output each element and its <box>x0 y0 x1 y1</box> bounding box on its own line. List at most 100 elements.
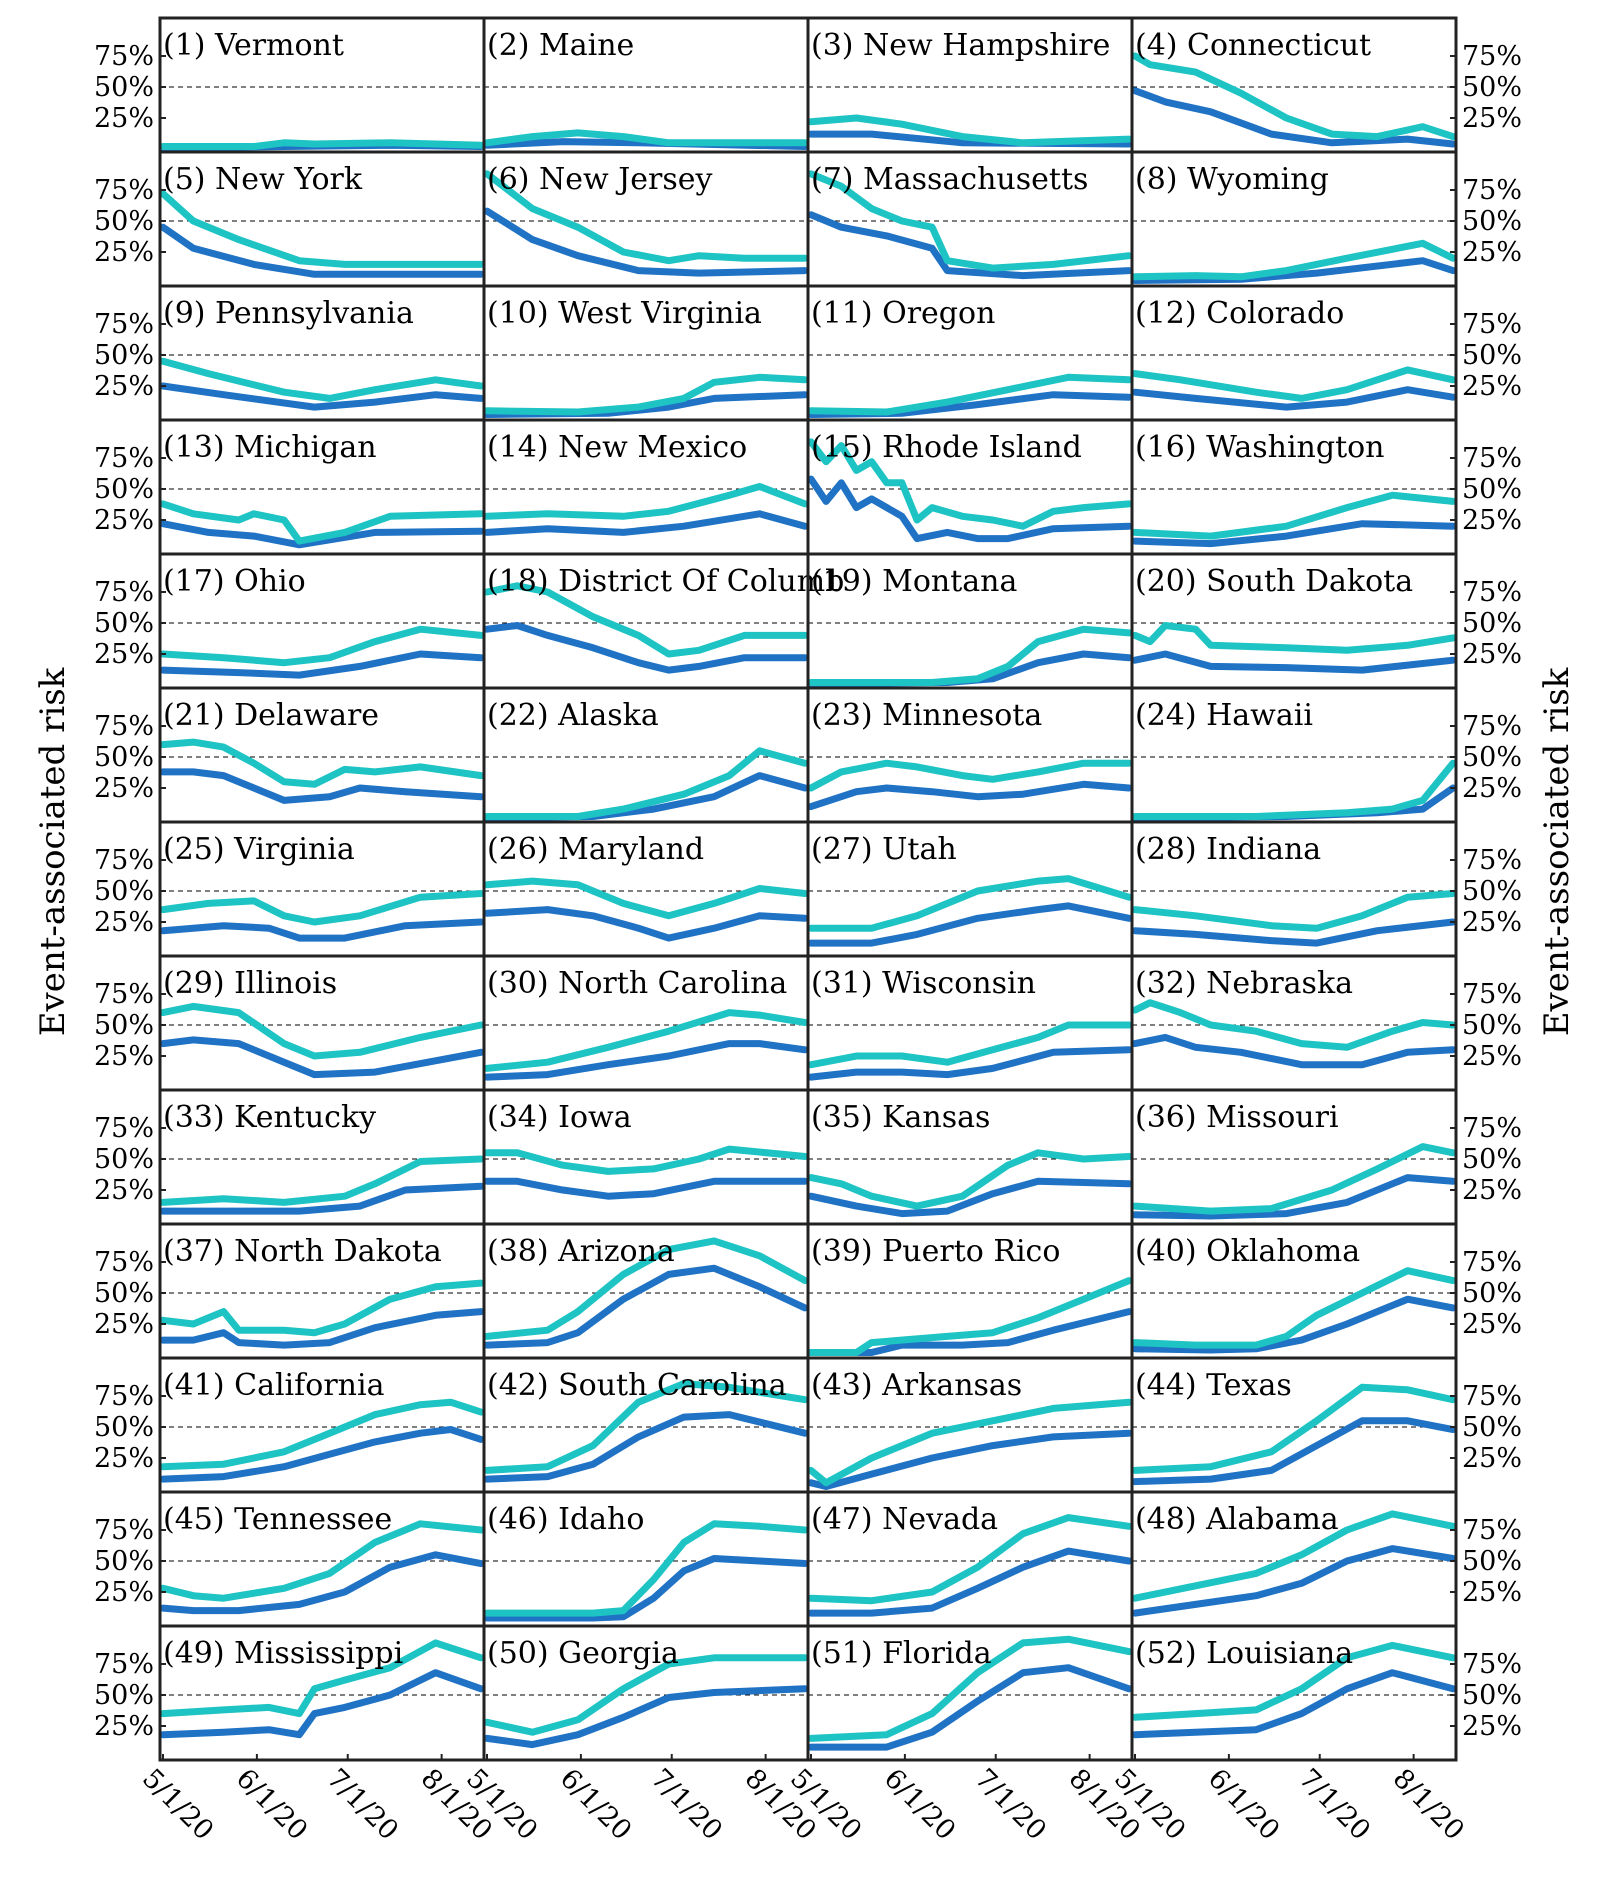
panel-title: (8) Wyoming <box>1135 162 1329 197</box>
panel-title: (10) West Virginia <box>487 296 762 331</box>
panel: (47) Nevada <box>806 1490 1134 1628</box>
series-line-lower <box>807 1429 1133 1490</box>
panel-title: (9) Pennsylvania <box>163 296 414 331</box>
panel-title: (12) Colorado <box>1135 296 1344 331</box>
panel: (39) Puerto Rico <box>806 1222 1134 1360</box>
y-tick-label: 25% <box>94 1041 154 1072</box>
panel: (8) Wyoming 75%50%25% <box>1130 150 1522 288</box>
y-tick-label: 25% <box>1462 1175 1522 1206</box>
panel: (29) Illinois 75%50%25% <box>94 954 486 1092</box>
panel-title: (14) New Mexico <box>487 430 747 465</box>
panel: (33) Kentucky 75%50%25% <box>94 1088 486 1226</box>
series-line-upper <box>807 373 1133 416</box>
series-line-lower <box>159 918 485 942</box>
y-tick-label: 50% <box>94 1546 154 1577</box>
panel-title: (15) Rhode Island <box>811 430 1082 465</box>
y-tick-label: 75% <box>1462 175 1522 206</box>
panel-title: (45) Tennessee <box>163 1502 392 1537</box>
y-tick-label: 50% <box>94 206 154 237</box>
panel: (2) Maine <box>482 16 810 154</box>
y-tick-label: 50% <box>1462 742 1522 773</box>
series-line-upper <box>483 747 809 820</box>
y-tick-label: 25% <box>94 1711 154 1742</box>
x-tick-label: 7/1/20 <box>321 1763 404 1846</box>
panel: (35) Kansas <box>806 1088 1134 1226</box>
panel-title: (16) Washington <box>1135 430 1385 465</box>
panel: (48) Alabama 75%50%25% <box>1130 1490 1522 1628</box>
y-tick-label: 75% <box>94 309 154 340</box>
panel-title: (23) Minnesota <box>811 698 1042 733</box>
series-line-lower <box>1131 1669 1457 1739</box>
panel: (19) Montana <box>806 552 1134 690</box>
panel: (50) Georgia <box>482 1624 810 1762</box>
series-line-lower <box>1131 386 1457 411</box>
y-tick-label: 50% <box>94 72 154 103</box>
y-tick-label: 75% <box>1462 309 1522 340</box>
series-line-upper <box>483 483 809 520</box>
x-tick-label: 7/1/20 <box>645 1763 728 1846</box>
series-line-upper <box>159 1639 485 1718</box>
panel: (3) New Hampshire <box>806 16 1134 154</box>
series-line-lower <box>483 772 809 822</box>
panel: (9) Pennsylvania 75%50%25% <box>94 284 486 422</box>
series-line-upper <box>807 170 1133 272</box>
series-line-upper <box>483 129 809 147</box>
panel-title: (33) Kentucky <box>163 1100 376 1135</box>
y-axis-label-left: Event-associated risk <box>33 667 73 1036</box>
panel: (27) Utah <box>806 820 1134 958</box>
panel-title: (31) Wisconsin <box>811 966 1036 1001</box>
series-line-lower <box>1131 1295 1457 1354</box>
series-line-upper <box>807 438 1133 530</box>
series-line-lower <box>159 1036 485 1079</box>
y-tick-label: 25% <box>94 1443 154 1474</box>
series-line-upper <box>807 1635 1133 1742</box>
series-line-lower <box>483 622 809 674</box>
y-tick-label: 50% <box>94 608 154 639</box>
panel: (34) Iowa <box>482 1088 810 1226</box>
y-tick-label: 50% <box>94 1278 154 1309</box>
panel-title: (26) Maryland <box>487 832 704 867</box>
y-tick-label: 50% <box>1462 876 1522 907</box>
panel: (44) Texas 75%50%25% <box>1130 1356 1522 1494</box>
series-line-upper <box>483 1520 809 1617</box>
y-tick-label: 50% <box>1462 1278 1522 1309</box>
panel-title: (20) South Dakota <box>1135 564 1413 599</box>
panel: (42) South Carolina <box>482 1356 810 1494</box>
panel-title: (42) South Carolina <box>487 1368 787 1403</box>
series-line-upper <box>1131 366 1457 402</box>
series-line-upper <box>1131 1641 1457 1721</box>
y-tick-label: 50% <box>94 1680 154 1711</box>
series-line-lower <box>807 1177 1133 1218</box>
panel: (14) New Mexico <box>482 418 810 556</box>
y-tick-label: 50% <box>94 1144 154 1175</box>
series-line-lower <box>483 1555 809 1622</box>
series-line-upper <box>159 1155 485 1206</box>
panel-title: (25) Virginia <box>163 832 355 867</box>
panel: (11) Oregon <box>806 284 1134 422</box>
series-line-lower <box>483 207 809 277</box>
series-line-upper <box>1131 890 1457 932</box>
x-tick-label: 5/1/20 <box>136 1763 219 1846</box>
y-tick-label: 75% <box>1462 1649 1522 1680</box>
y-tick-label: 75% <box>1462 711 1522 742</box>
panel: (22) Alaska <box>482 686 810 824</box>
y-tick-label: 50% <box>1462 474 1522 505</box>
series-line-lower <box>159 1551 485 1615</box>
series-line-upper <box>1131 1143 1457 1215</box>
series-line-upper <box>807 759 1133 792</box>
y-tick-label: 75% <box>94 41 154 72</box>
panel-title: (1) Vermont <box>163 28 344 63</box>
series-line-lower <box>807 1664 1133 1751</box>
y-tick-label: 50% <box>94 474 154 505</box>
y-tick-label: 75% <box>94 1381 154 1412</box>
panel: (20) South Dakota 75%50%25% <box>1130 552 1522 690</box>
series-line-lower <box>807 902 1133 947</box>
panel-title: (38) Arizona <box>487 1234 675 1269</box>
panel: (32) Nebraska 75%50%25% <box>1130 954 1522 1092</box>
panel-title: (17) Ohio <box>163 564 306 599</box>
y-tick-label: 75% <box>1462 443 1522 474</box>
x-tick-labels: 5/1/20 6/1/20 7/1/20 8/1/205/1/20 6/1/20 7/1/… <box>136 1754 1470 1846</box>
panel-title: (6) New Jersey <box>487 162 713 197</box>
series-line-upper <box>483 1145 809 1175</box>
